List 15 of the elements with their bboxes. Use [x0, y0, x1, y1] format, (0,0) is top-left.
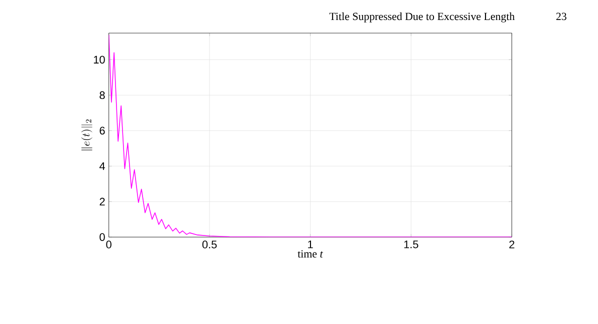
y-tick-label: 10: [94, 56, 105, 64]
y-tick-label: 8: [100, 91, 105, 100]
x-axis-title: time t: [298, 250, 324, 258]
y-tick-label: 2: [100, 198, 105, 206]
text: Title Suppressed Due to Excessive Length: [329, 12, 515, 22]
x-tick-label: 1.5: [404, 240, 418, 248]
y-tick-label: 6: [100, 126, 105, 135]
y-tick-label: 0: [100, 233, 105, 241]
x-tick-label: 2: [509, 240, 514, 248]
y-axis-title: $\|e(t)\|_2$: [81, 119, 92, 150]
x-tick-label: 0: [106, 240, 112, 248]
x-tick-label: 1: [308, 240, 313, 248]
x-tick-label: 0.5: [202, 240, 217, 248]
y-tick-label: 4: [99, 162, 105, 170]
text: 23: [556, 12, 566, 20]
